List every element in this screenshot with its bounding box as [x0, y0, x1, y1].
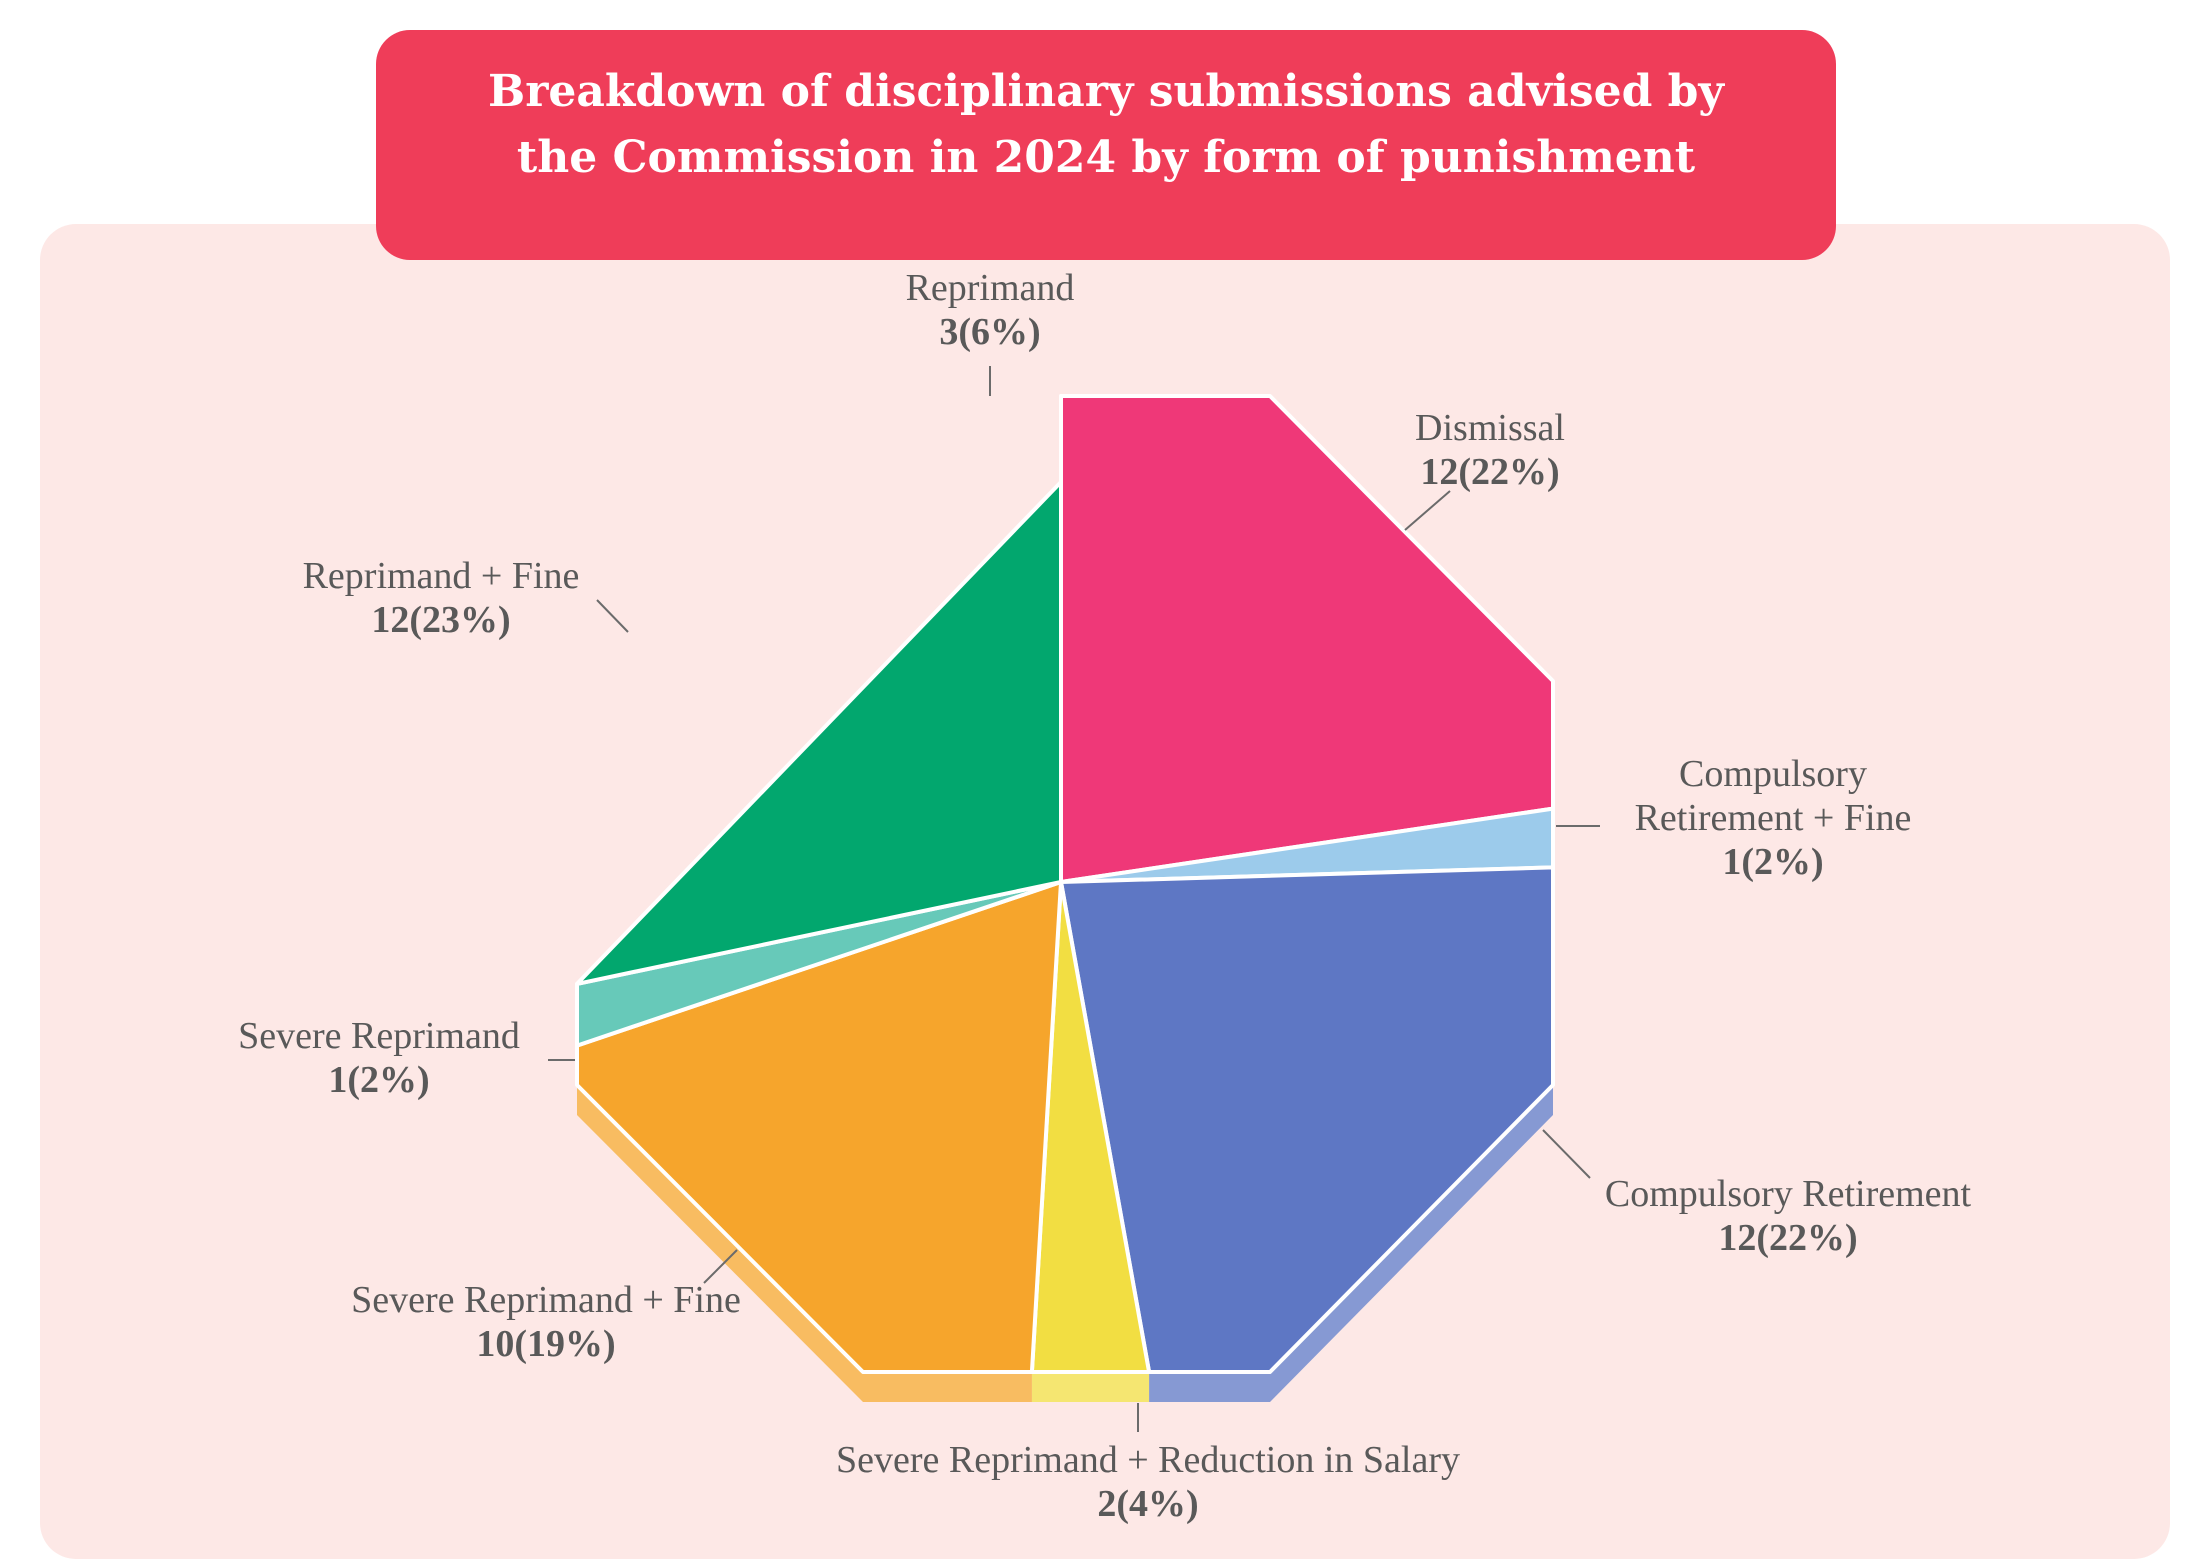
slice-label-reprimand-line-1: Reprimand [906, 267, 1075, 309]
leader-line-compulsory-retirement [1542, 1129, 1591, 1179]
slice-label-compulsory-retirement-fine-line-2: Retirement + Fine [1635, 797, 1912, 839]
leader-line-reprimand-fine [596, 599, 629, 633]
slice-side-3 [1149, 1372, 1270, 1402]
slice-value-severe-reprimand: 1(2%) [328, 1059, 429, 1101]
slice-label-severe-reprimand-line-1: Severe Reprimand [238, 1015, 520, 1057]
slice-side-3 [1270, 1085, 1553, 1402]
slice-label-severe-reprimand-reduction-in-salary-line-1: Severe Reprimand + Reduction in Salary [836, 1439, 1460, 1481]
label-severe-reprimand-reduction-in-salary: Severe Reprimand + Reduction in Salary2(… [836, 1403, 1460, 1525]
slice-value-compulsory-retirement: 12(22%) [1718, 1217, 1857, 1259]
slice-side-5 [863, 1372, 1032, 1402]
leader-line-dismissal [1404, 490, 1451, 531]
pie-slices [575, 394, 1555, 1374]
title-banner [376, 30, 1836, 260]
slice-label-compulsory-retirement-fine-line-1: Compulsory [1679, 753, 1867, 795]
slice-side-5 [577, 1085, 863, 1402]
slice-value-compulsory-retirement-fine: 1(2%) [1722, 841, 1823, 883]
slice-label-reprimand-fine-line-1: Reprimand + Fine [303, 555, 580, 597]
chart-title-line-1: Breakdown of disciplinary submissions ad… [488, 66, 1725, 117]
slice-label-compulsory-retirement-line-1: Compulsory Retirement [1605, 1173, 1972, 1215]
slice-value-severe-reprimand-reduction-in-salary: 2(4%) [1097, 1483, 1198, 1525]
pie-extrusion [577, 1085, 1553, 1402]
chart-title-line-2: the Commission in 2024 by form of punish… [517, 132, 1696, 183]
slice-value-severe-reprimand-fine: 10(19%) [476, 1323, 615, 1365]
slice-value-dismissal: 12(22%) [1420, 451, 1559, 493]
slice-side-4 [1031, 1372, 1150, 1402]
slice-value-reprimand: 3(6%) [939, 311, 1040, 353]
slice-value-reprimand-fine: 12(23%) [371, 599, 510, 641]
slice-label-severe-reprimand-fine-line-1: Severe Reprimand + Fine [351, 1279, 741, 1321]
slice-label-dismissal-line-1: Dismissal [1415, 407, 1565, 449]
leader-line-severe-reprimand-fine [703, 1249, 738, 1284]
